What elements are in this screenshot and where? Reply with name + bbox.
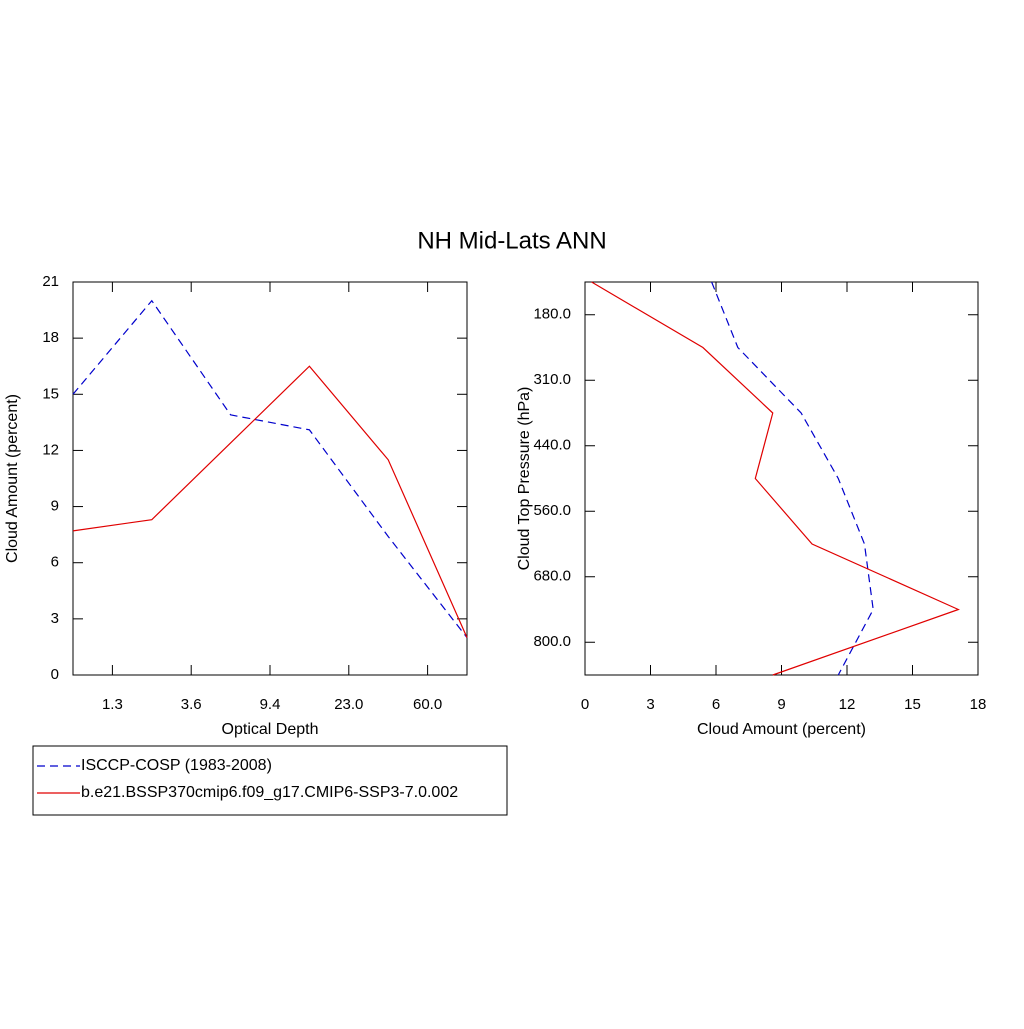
x-tick-label: 0 bbox=[581, 696, 589, 713]
x-axis-label: Optical Depth bbox=[222, 721, 319, 738]
series-line bbox=[591, 281, 960, 676]
x-tick-label: 6 bbox=[712, 696, 720, 713]
x-tick-label: 9 bbox=[777, 696, 785, 713]
y-tick-label: 0 bbox=[51, 666, 59, 683]
y-tick-label: 9 bbox=[51, 498, 59, 515]
y-axis-label: Cloud Amount (percent) bbox=[4, 394, 21, 563]
y-tick-label: 680.0 bbox=[533, 568, 571, 585]
chart-title: NH Mid-Lats ANN bbox=[417, 227, 606, 254]
x-tick-label: 12 bbox=[839, 696, 856, 713]
x-axis-label: Cloud Amount (percent) bbox=[697, 721, 866, 738]
x-tick-label: 15 bbox=[904, 696, 921, 713]
legend-box bbox=[32, 745, 508, 816]
x-tick-label: 3 bbox=[646, 696, 654, 713]
series-line bbox=[72, 299, 468, 638]
legend-label: ISCCP-COSP (1983-2008) bbox=[81, 757, 272, 774]
y-tick-label: 560.0 bbox=[533, 502, 571, 519]
series-line bbox=[711, 281, 874, 676]
x-tick-label: 60.0 bbox=[413, 696, 442, 713]
y-tick-label: 180.0 bbox=[533, 306, 571, 323]
y-tick-label: 310.0 bbox=[533, 371, 571, 388]
plot-frame bbox=[72, 281, 468, 676]
y-tick-label: 18 bbox=[42, 329, 59, 346]
y-tick-label: 800.0 bbox=[533, 633, 571, 650]
x-tick-label: 9.4 bbox=[260, 696, 281, 713]
plot-frame bbox=[584, 281, 979, 676]
x-tick-label: 1.3 bbox=[102, 696, 123, 713]
y-tick-label: 6 bbox=[51, 554, 59, 571]
x-tick-label: 23.0 bbox=[334, 696, 363, 713]
series-line bbox=[72, 365, 468, 638]
y-tick-label: 3 bbox=[51, 610, 59, 627]
y-axis-label: Cloud Top Pressure (hPa) bbox=[516, 387, 533, 571]
y-tick-label: 15 bbox=[42, 385, 59, 402]
legend-label: b.e21.BSSP370cmip6.f09_g17.CMIP6-SSP3-7.… bbox=[81, 784, 458, 801]
y-tick-label: 440.0 bbox=[533, 437, 571, 454]
x-tick-label: 18 bbox=[970, 696, 987, 713]
y-tick-label: 21 bbox=[42, 273, 59, 290]
x-tick-label: 3.6 bbox=[181, 696, 202, 713]
y-tick-label: 12 bbox=[42, 441, 59, 458]
